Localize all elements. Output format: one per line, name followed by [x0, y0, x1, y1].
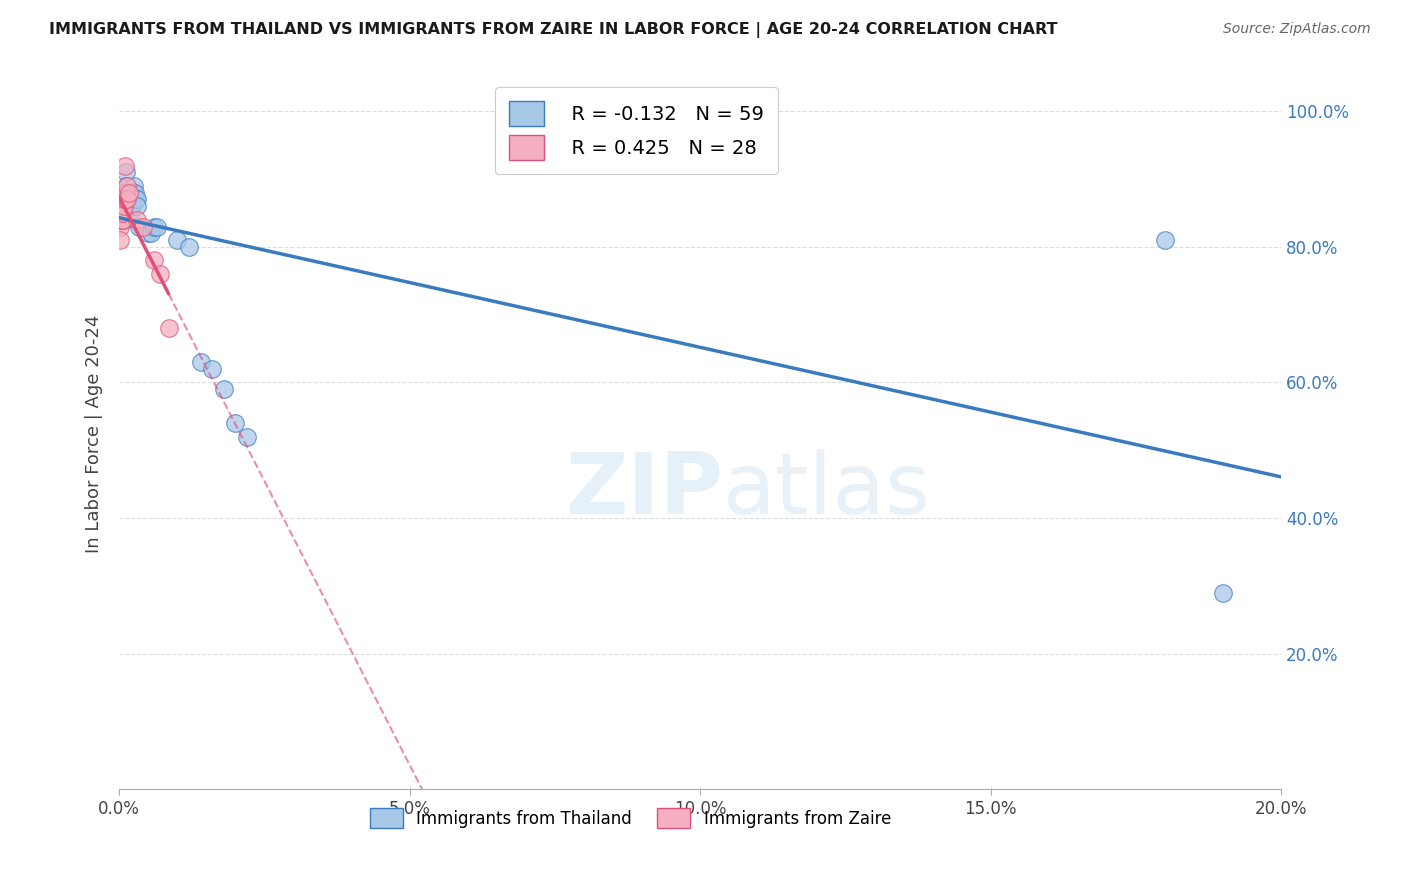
Point	[110, 212, 132, 227]
Point	[166, 233, 188, 247]
Point	[131, 219, 153, 234]
Point	[111, 193, 134, 207]
Point	[108, 206, 131, 220]
Point	[110, 233, 132, 247]
Point	[110, 212, 132, 227]
Point	[149, 267, 172, 281]
Point	[114, 165, 136, 179]
Point	[190, 355, 212, 369]
Point	[121, 193, 143, 207]
Point	[122, 178, 145, 193]
Point	[110, 212, 132, 227]
Point	[112, 212, 135, 227]
Point	[117, 193, 139, 207]
Y-axis label: In Labor Force | Age 20-24: In Labor Force | Age 20-24	[86, 314, 103, 552]
Point	[110, 193, 132, 207]
Point	[136, 227, 159, 241]
Point	[114, 159, 136, 173]
Point	[111, 206, 134, 220]
Point	[114, 206, 136, 220]
Point	[111, 193, 134, 207]
Point	[110, 199, 132, 213]
Point	[108, 193, 131, 207]
Point	[128, 219, 150, 234]
Point	[117, 186, 139, 200]
Point	[114, 193, 136, 207]
Point	[110, 206, 132, 220]
Point	[143, 253, 166, 268]
Point	[112, 186, 135, 200]
Point	[110, 193, 132, 207]
Point	[118, 193, 141, 207]
Point	[115, 199, 138, 213]
Point	[117, 186, 139, 200]
Point	[125, 212, 148, 227]
Legend: Immigrants from Thailand, Immigrants from Zaire: Immigrants from Thailand, Immigrants fro…	[363, 802, 898, 834]
Point	[115, 193, 138, 207]
Point	[120, 186, 142, 200]
Point	[117, 193, 139, 207]
Text: ZIP: ZIP	[565, 449, 723, 532]
Point	[114, 193, 136, 207]
Point	[121, 199, 143, 213]
Text: IMMIGRANTS FROM THAILAND VS IMMIGRANTS FROM ZAIRE IN LABOR FORCE | AGE 20-24 COR: IMMIGRANTS FROM THAILAND VS IMMIGRANTS F…	[49, 22, 1057, 38]
Point	[115, 193, 138, 207]
Point	[212, 382, 235, 396]
Point	[120, 199, 142, 213]
Point	[111, 212, 134, 227]
Point	[115, 178, 138, 193]
Point	[118, 206, 141, 220]
Text: Source: ZipAtlas.com: Source: ZipAtlas.com	[1223, 22, 1371, 37]
Point	[111, 206, 134, 220]
Point	[110, 199, 132, 213]
Point	[110, 199, 132, 213]
Point	[124, 186, 146, 200]
Point	[110, 212, 132, 227]
Point	[157, 321, 180, 335]
Point	[127, 199, 149, 213]
Point	[1153, 233, 1175, 247]
Point	[108, 219, 131, 234]
Point	[143, 219, 166, 234]
Point	[112, 199, 135, 213]
Point	[114, 193, 136, 207]
Point	[108, 206, 131, 220]
Point	[122, 186, 145, 200]
Point	[112, 193, 135, 207]
Point	[118, 186, 141, 200]
Point	[177, 240, 200, 254]
Point	[236, 430, 259, 444]
Point	[120, 193, 142, 207]
Point	[117, 206, 139, 220]
Point	[112, 199, 135, 213]
Point	[111, 212, 134, 227]
Point	[112, 206, 135, 220]
Text: atlas: atlas	[723, 449, 931, 532]
Point	[124, 193, 146, 207]
Point	[141, 227, 163, 241]
Point	[110, 206, 132, 220]
Point	[117, 199, 139, 213]
Point	[1212, 585, 1234, 599]
Point	[112, 206, 135, 220]
Point	[124, 193, 146, 207]
Point	[224, 416, 246, 430]
Point	[115, 206, 138, 220]
Point	[111, 199, 134, 213]
Point	[201, 362, 224, 376]
Point	[117, 193, 139, 207]
Point	[121, 193, 143, 207]
Point	[146, 219, 169, 234]
Point	[125, 193, 148, 207]
Point	[111, 193, 134, 207]
Point	[115, 178, 138, 193]
Point	[114, 186, 136, 200]
Point	[112, 193, 135, 207]
